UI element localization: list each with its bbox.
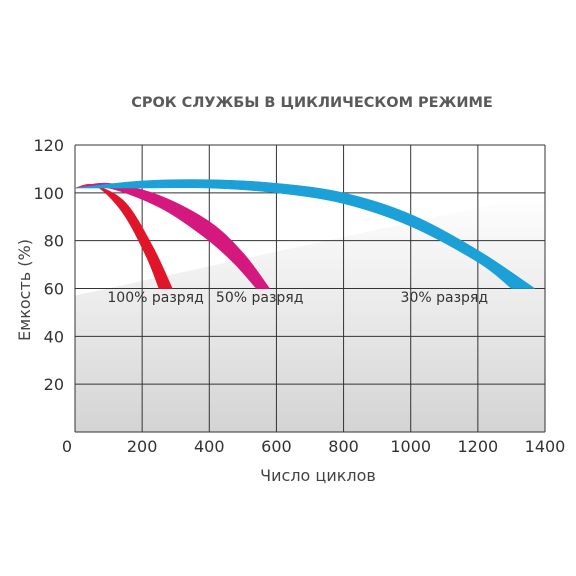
x-axis-label: Число циклов bbox=[260, 466, 376, 485]
y-tick-labels: 20 40 60 80 100 120 bbox=[33, 136, 64, 394]
y-tick-label: 120 bbox=[33, 136, 64, 155]
x-tick-label: 1200 bbox=[457, 437, 498, 456]
x-tick-label: 1400 bbox=[525, 437, 566, 456]
plot-shading bbox=[75, 192, 545, 432]
series-annotation: 50% разряд bbox=[216, 290, 303, 306]
y-tick-label: 20 bbox=[44, 375, 64, 394]
y-tick-label: 40 bbox=[44, 327, 64, 346]
series-band-1 bbox=[74, 184, 173, 289]
series-band-3 bbox=[74, 179, 536, 289]
x-tick-label: 0 bbox=[62, 437, 72, 456]
y-tick-label: 60 bbox=[44, 280, 64, 299]
y-axis-label: Емкость (%) bbox=[15, 239, 34, 341]
y-tick-label: 80 bbox=[44, 232, 64, 251]
x-tick-label: 800 bbox=[328, 437, 359, 456]
x-tick-label: 400 bbox=[194, 437, 225, 456]
series-band-2 bbox=[74, 182, 271, 289]
x-tick-label: 1000 bbox=[390, 437, 431, 456]
annotations: 100% разряд 50% разряд 30% разряд bbox=[107, 290, 488, 306]
series-annotation: 30% разряд bbox=[401, 290, 488, 306]
x-tick-labels: 0 200 400 600 800 1000 1200 1400 bbox=[62, 437, 565, 456]
series-annotation: 100% разряд bbox=[107, 290, 203, 306]
y-tick-label: 100 bbox=[33, 184, 64, 203]
grid-lines bbox=[74, 144, 546, 433]
x-tick-label: 600 bbox=[261, 437, 292, 456]
chart-title: СРОК СЛУЖБЫ В ЦИКЛИЧЕСКОМ РЕЖИМЕ bbox=[131, 95, 493, 111]
series-group bbox=[74, 179, 536, 289]
x-tick-label: 200 bbox=[127, 437, 158, 456]
